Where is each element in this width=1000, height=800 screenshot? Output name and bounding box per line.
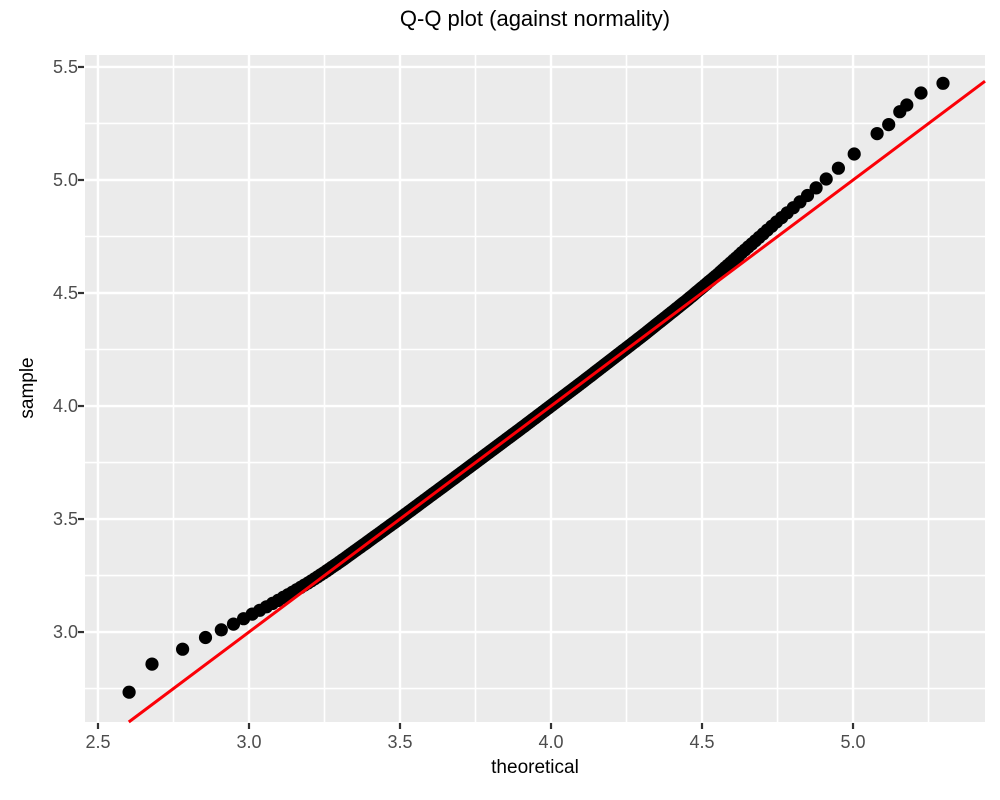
y-axis-tick-label: 5.5 xyxy=(52,56,78,77)
chart-title: Q-Q plot (against normality) xyxy=(399,6,671,31)
data-point-outlier xyxy=(882,118,896,132)
x-axis-tick-label: 2.5 xyxy=(85,732,111,752)
data-point xyxy=(226,617,241,631)
x-axis-label: theoretical xyxy=(491,757,579,778)
data-point xyxy=(198,630,213,645)
y-axis-tick-label: 4.5 xyxy=(52,283,78,303)
y-axis-tick-label: 4.0 xyxy=(52,396,78,417)
x-axis-tick-label: 4.5 xyxy=(689,732,715,752)
y-axis-tick-label: 3.0 xyxy=(52,622,78,643)
data-point xyxy=(819,172,833,186)
data-point xyxy=(809,181,823,195)
x-axis-tick-label: 3.5 xyxy=(387,732,413,752)
data-point xyxy=(847,147,861,161)
data-point xyxy=(214,623,228,637)
data-point xyxy=(800,188,815,203)
y-axis-tick-label: 3.5 xyxy=(52,509,78,530)
data-point xyxy=(831,161,846,175)
x-axis-tick-label: 5.0 xyxy=(840,732,866,752)
data-point-outlier xyxy=(936,76,950,90)
x-axis-tick-label: 3.0 xyxy=(236,732,262,752)
data-point-outlier xyxy=(145,657,159,671)
reference-line xyxy=(127,80,986,724)
y-axis-tick-label: 5.0 xyxy=(52,169,78,190)
data-point-outlier xyxy=(900,98,914,112)
data-point-outlier xyxy=(122,685,136,699)
data-point xyxy=(870,127,884,141)
data-point xyxy=(176,642,190,656)
x-axis-tick-label: 4.0 xyxy=(538,732,564,752)
data-point-outlier xyxy=(914,86,928,100)
